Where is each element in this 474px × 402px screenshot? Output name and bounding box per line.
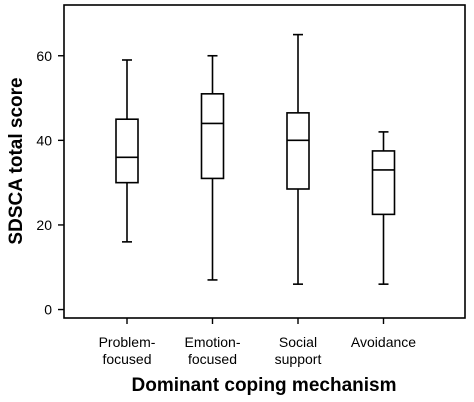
iqr-box (115, 118, 139, 184)
y-tick-label: 0 (44, 302, 52, 318)
box-4 (371, 131, 396, 285)
plot-frame (63, 4, 466, 319)
x-category-label: Emotion- (184, 334, 240, 350)
x-category-label: support (275, 351, 322, 367)
box-2 (200, 54, 225, 281)
y-axis-title: SDSCA total score (6, 77, 27, 244)
iqr-box (371, 150, 396, 216)
box-3 (286, 33, 310, 285)
x-category-labels: Problem-focusedEmotion-focusedSocialsupp… (99, 318, 416, 367)
y-tick-label: 40 (36, 132, 52, 148)
x-category-label: Avoidance (351, 334, 416, 350)
x-axis-title: Dominant coping mechanism (132, 375, 397, 396)
x-category-label: focused (188, 351, 237, 367)
x-category-label: focused (102, 351, 151, 367)
iqr-box (286, 112, 310, 190)
y-axis: 0 20 40 60 (36, 48, 64, 318)
y-tick-label: 20 (36, 217, 52, 233)
x-category-label: Problem- (99, 334, 156, 350)
iqr-box (200, 93, 225, 180)
box-1 (115, 59, 139, 243)
x-category-label: Social (279, 334, 317, 350)
boxes-group (115, 33, 396, 285)
y-tick-label: 60 (36, 48, 52, 64)
